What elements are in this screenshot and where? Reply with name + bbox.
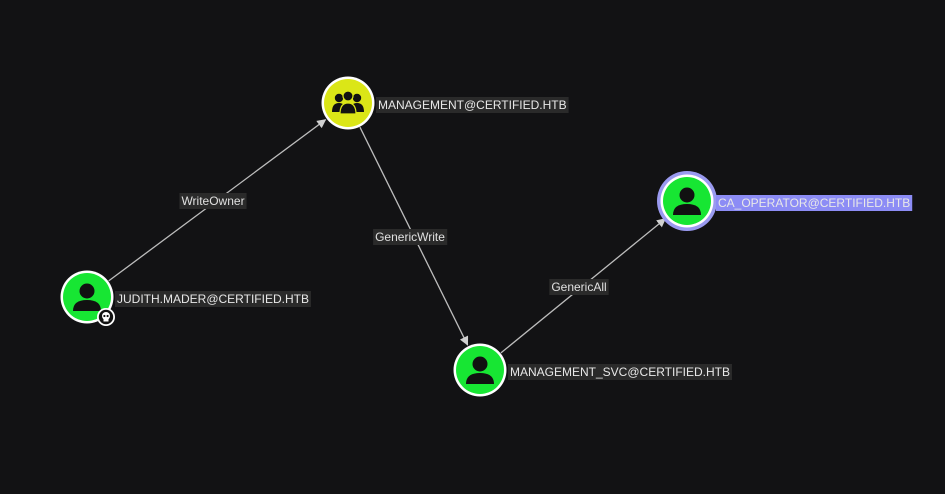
node-management[interactable]: MANAGEMENT@CERTIFIED.HTB	[321, 76, 569, 130]
user-icon	[73, 283, 101, 311]
nodes-layer: JUDITH.MADER@CERTIFIED.HTB MANAGEMENT@CER…	[60, 76, 913, 397]
node-label-group: JUDITH.MADER@CERTIFIED.HTB	[115, 291, 311, 307]
node-label: MANAGEMENT@CERTIFIED.HTB	[378, 98, 567, 112]
user-icon	[466, 356, 494, 384]
node-label-group: MANAGEMENT_SVC@CERTIFIED.HTB	[508, 364, 732, 380]
node-label: CA_OPERATOR@CERTIFIED.HTB	[718, 196, 910, 210]
node-label: MANAGEMENT_SVC@CERTIFIED.HTB	[510, 365, 730, 379]
node-label-group: CA_OPERATOR@CERTIFIED.HTB	[716, 195, 913, 211]
edge-label-genericall: GenericAll	[551, 280, 606, 294]
edge-label-writeowner-group: WriteOwner	[179, 193, 247, 209]
edges-layer: WriteOwner GenericWrite GenericAll	[108, 119, 667, 354]
node-label-background	[115, 291, 311, 307]
node-label-background	[376, 97, 569, 113]
edge-label-writeowner-background	[179, 193, 247, 209]
node-label: JUDITH.MADER@CERTIFIED.HTB	[117, 292, 309, 306]
node-label-group: MANAGEMENT@CERTIFIED.HTB	[376, 97, 569, 113]
node-label-background	[716, 195, 913, 211]
node-judith[interactable]: JUDITH.MADER@CERTIFIED.HTB	[60, 270, 311, 327]
edge-label-genericwrite-background	[373, 229, 448, 245]
node-ca-operator[interactable]: CA_OPERATOR@CERTIFIED.HTB	[657, 171, 913, 231]
edge-label-genericall-background	[549, 279, 609, 295]
node-label-background	[508, 364, 732, 380]
user-icon	[673, 187, 701, 215]
skull-icon	[97, 308, 115, 326]
group-icon	[332, 90, 364, 115]
edge-label-genericwrite: GenericWrite	[375, 230, 445, 244]
edge-label-writeowner: WriteOwner	[181, 194, 244, 208]
node-management-svc[interactable]: MANAGEMENT_SVC@CERTIFIED.HTB	[453, 343, 732, 397]
edge-label-genericwrite-group: GenericWrite	[373, 229, 448, 245]
edge-label-genericall-group: GenericAll	[549, 279, 609, 295]
